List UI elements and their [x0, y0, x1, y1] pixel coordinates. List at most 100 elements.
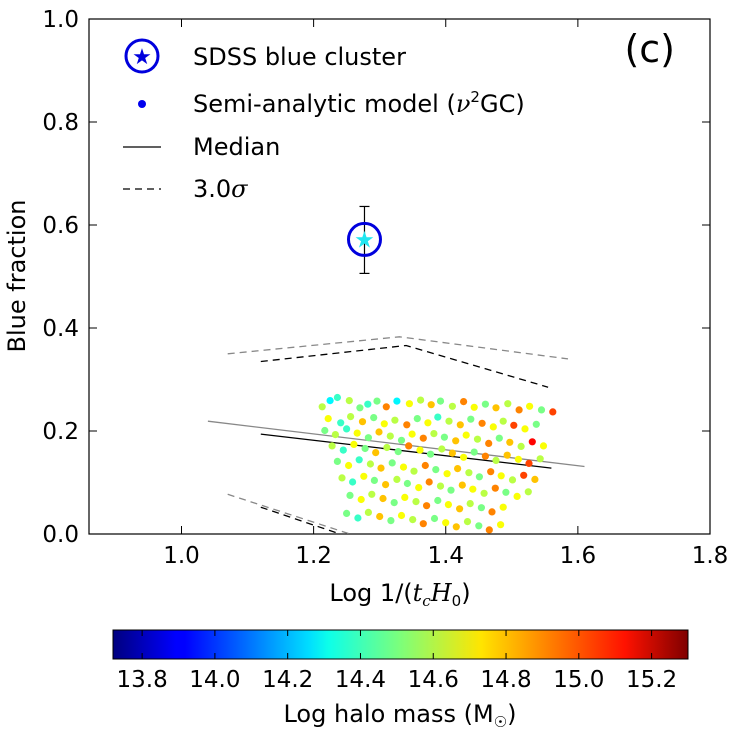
y-tick-label: 0.2: [42, 419, 79, 445]
model-point: [492, 404, 500, 412]
model-point: [376, 512, 384, 521]
y-tick-label: 0.6: [42, 213, 79, 239]
y-tick-label: 0.4: [42, 316, 79, 342]
model-point: [370, 414, 378, 422]
model-point: [514, 455, 523, 463]
model-point: [466, 500, 474, 508]
colorbar-tick-label: 15.0: [553, 667, 604, 693]
model-point: [491, 484, 499, 492]
model-point: [526, 402, 534, 410]
model-point: [413, 415, 421, 423]
model-point: [366, 460, 374, 468]
colorbar-title: Log halo mass (M☉): [283, 700, 516, 731]
model-point: [405, 442, 413, 450]
model-point: [347, 413, 355, 421]
model-point: [503, 451, 511, 459]
model-point: [485, 526, 493, 534]
model-point: [520, 471, 528, 479]
legend-sigma-label: 3.0σ: [193, 175, 248, 203]
model-point: [478, 419, 486, 427]
model-point: [460, 398, 468, 406]
model-point: [328, 442, 336, 450]
model-point: [401, 493, 409, 501]
model-point: [379, 494, 387, 503]
model-point: [424, 419, 432, 427]
model-point: [394, 448, 402, 456]
model-point: [326, 397, 334, 405]
model-point: [521, 425, 529, 433]
model-point: [345, 461, 353, 470]
plot-frame: [88, 18, 711, 535]
model-point: [452, 437, 460, 445]
model-point: [513, 492, 521, 500]
model-point: [481, 452, 489, 460]
model-point: [343, 425, 351, 433]
model-point: [499, 417, 507, 425]
x-tick-label: 1.6: [560, 543, 597, 569]
colorbar-tick-label: 14.0: [189, 667, 240, 693]
model-point: [321, 426, 329, 435]
model-point: [346, 491, 354, 499]
model-points: [318, 393, 557, 534]
model-point: [387, 517, 395, 525]
x-tick-label: 1.0: [163, 543, 200, 569]
model-point: [434, 496, 442, 505]
model-point: [517, 442, 525, 450]
model-point: [360, 472, 368, 480]
model-point: [497, 472, 505, 480]
model-point: [480, 489, 488, 497]
model-point: [425, 478, 433, 486]
model-point: [393, 475, 401, 483]
model-point: [445, 417, 453, 425]
x-tick-label: 1.2: [295, 543, 332, 569]
legend-model-dot: [138, 100, 146, 108]
model-point: [489, 423, 497, 431]
model-point: [508, 476, 517, 484]
model-point: [475, 473, 483, 481]
model-point: [456, 505, 464, 513]
colorbar-tick-label: 13.8: [117, 667, 168, 693]
y-tick-label: 0.8: [42, 110, 79, 136]
model-point: [434, 413, 442, 421]
model-point: [338, 474, 346, 482]
colorbar-tick-label: 15.2: [626, 667, 677, 693]
model-point: [339, 446, 347, 454]
sigma-upper-line-sdss: [227, 336, 569, 360]
colorbar: [112, 629, 689, 660]
model-point: [370, 476, 378, 484]
model-point: [536, 455, 544, 463]
model-point: [452, 523, 460, 531]
sigma-lower-line-sdss: [227, 493, 351, 534]
model-point: [377, 464, 385, 472]
model-point: [438, 445, 446, 453]
model-point: [417, 396, 425, 404]
model-point: [510, 421, 518, 429]
model-point: [337, 419, 345, 427]
model-point: [397, 511, 406, 520]
model-point: [537, 406, 546, 414]
model-point: [356, 404, 364, 412]
axis-ticks: 1.0 1.2 1.4 1.6 1.8 0.0 0.2 0.4 0.6 0.8 1.0: [42, 7, 728, 569]
model-point: [524, 488, 532, 496]
model-point: [460, 453, 468, 461]
legend-sdss-label: SDSS blue cluster: [193, 43, 406, 71]
model-point: [331, 431, 339, 439]
model-point: [388, 459, 396, 467]
model-point: [409, 516, 417, 524]
model-point: [343, 509, 351, 517]
model-point: [430, 430, 438, 438]
model-point: [345, 397, 353, 405]
model-point: [403, 479, 411, 488]
model-point: [333, 457, 341, 465]
model-point: [397, 436, 406, 444]
legend-sdss-star-icon: ★: [132, 45, 152, 70]
model-point: [349, 478, 357, 486]
model-point: [419, 434, 427, 442]
model-point: [383, 443, 391, 452]
model-point: [410, 467, 418, 475]
model-point: [405, 400, 413, 408]
model-point: [382, 403, 390, 411]
model-point: [531, 475, 539, 483]
colorbar-tick-label: 14.8: [480, 667, 531, 693]
y-tick-label: 0.0: [42, 522, 79, 548]
